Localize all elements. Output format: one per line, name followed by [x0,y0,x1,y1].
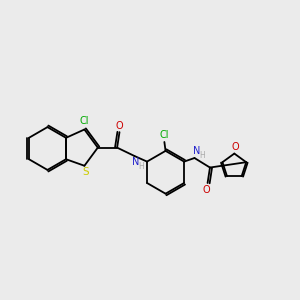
Text: H: H [138,162,144,171]
Text: O: O [202,184,210,194]
Text: O: O [231,142,239,152]
Text: S: S [82,167,89,177]
Text: N: N [193,146,200,157]
Text: O: O [116,121,123,130]
Text: Cl: Cl [80,116,89,126]
Text: H: H [199,152,205,160]
Text: N: N [132,158,139,167]
Text: Cl: Cl [160,130,169,140]
